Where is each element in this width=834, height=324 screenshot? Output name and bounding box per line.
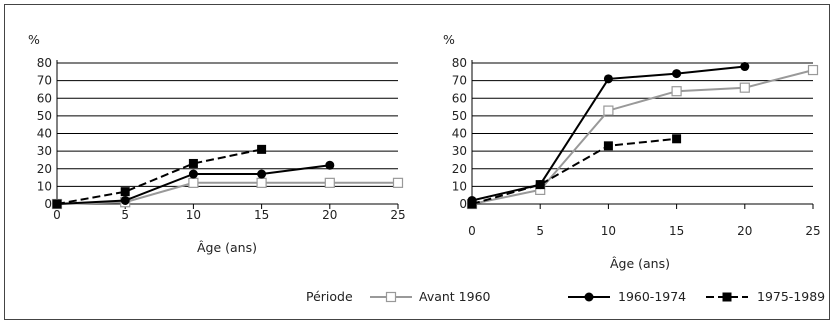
- legend-label-avant-1960: Avant 1960: [419, 289, 491, 304]
- left-chart-xtick-label: 5: [121, 208, 129, 222]
- right-chart-point-avant-1960: [807, 64, 819, 76]
- left-chart-ytick-label: 30: [37, 144, 52, 158]
- legend-label-1960-1974: 1960-1974: [618, 289, 686, 304]
- right-chart-point-avant-1960: [603, 105, 614, 116]
- right-chart-ylabel: %: [443, 32, 455, 47]
- left-chart-ytick-label: 60: [37, 91, 52, 105]
- left-chart-xtick-label: 20: [322, 208, 337, 222]
- right-chart-ytick-label: 80: [452, 56, 467, 70]
- left-chart-ytick-label: 80: [37, 56, 52, 70]
- left-chart-point-avant-1960: [324, 177, 335, 188]
- figure-frame: [4, 4, 830, 320]
- legend-marker-1975-1989: [722, 292, 732, 302]
- right-chart-xtick-label: 20: [737, 224, 752, 238]
- left-chart-point-avant-1960: [188, 177, 199, 188]
- legend-title: Période: [306, 289, 353, 304]
- left-chart-ytick-label: 20: [37, 162, 52, 176]
- right-chart-ytick-label: 0: [459, 197, 467, 211]
- right-chart-ytick-label: 30: [452, 144, 467, 158]
- right-chart-ytick-label: 40: [452, 127, 467, 141]
- right-chart-xtick-label: 25: [805, 224, 820, 238]
- right-chart-ytick-label: 20: [452, 162, 467, 176]
- right-chart-point-1975-1989: [467, 199, 477, 209]
- legend-entry-1960-1974: 1960-1974: [568, 289, 686, 304]
- right-chart-point-1960-1974: [672, 69, 682, 79]
- left-chart-point-1975-1989: [52, 199, 62, 209]
- left-chart-xtick-label: 0: [53, 208, 61, 222]
- left-chart-xlabel: Âge (ans): [197, 240, 257, 255]
- right-chart-xtick-label: 15: [669, 224, 684, 238]
- right-chart-xtick-label: 5: [536, 224, 544, 238]
- left-chart-point-1960-1974: [257, 169, 267, 179]
- left-chart-point-1960-1974: [120, 195, 130, 205]
- left-chart-point-1975-1989: [257, 144, 267, 154]
- right-chart-series-line-avant-1960: [471, 69, 814, 205]
- left-chart-point-1960-1974: [325, 160, 335, 170]
- left-chart-ytick-label: 50: [37, 109, 52, 123]
- left-chart-point-avant-1960: [392, 177, 404, 188]
- legend-label-1975-1989: 1975-1989: [757, 289, 825, 304]
- left-chart-ytick-label: 70: [37, 74, 52, 88]
- right-chart: % Âge (ans) 0 10 20 30 40 50 60 70 80 0 5 10 15 20 25: [443, 32, 821, 271]
- left-chart-xtick-label: 15: [254, 208, 269, 222]
- right-chart-point-avant-1960: [739, 82, 750, 93]
- left-chart-point-1975-1989: [188, 158, 198, 168]
- legend-marker-1960-1974: [584, 292, 594, 302]
- left-chart-xtick-label: 25: [390, 208, 405, 222]
- left-chart-point-1975-1989: [120, 187, 130, 197]
- right-chart-ytick-label: 50: [452, 109, 467, 123]
- left-chart-ytick-label: 40: [37, 127, 52, 141]
- left-chart-ylabel: %: [28, 32, 40, 47]
- left-chart-point-avant-1960: [256, 177, 267, 188]
- right-chart-point-1975-1989: [535, 180, 545, 190]
- right-chart-ytick-label: 60: [452, 91, 467, 105]
- right-chart-point-1960-1974: [740, 62, 750, 72]
- right-chart-ytick-label: 70: [452, 74, 467, 88]
- right-chart-point-1975-1989: [603, 141, 613, 151]
- right-chart-point-1975-1989: [672, 134, 682, 144]
- right-chart-point-1960-1974: [603, 74, 613, 84]
- right-chart-xtick-label: 10: [601, 224, 616, 238]
- legend-entry-1975-1989: 1975-1989: [706, 289, 825, 304]
- right-chart-xtick-label: 0: [468, 224, 476, 238]
- left-chart-ytick-label: 10: [37, 179, 52, 193]
- legend: Période Avant 1960 1960-1974 1975-1989: [306, 289, 825, 304]
- right-chart-series-line-1975-1989: [471, 137, 677, 205]
- legend-marker-avant-1960: [385, 291, 397, 303]
- legend-entry-avant-1960: Avant 1960: [370, 289, 491, 304]
- left-chart-xtick-label: 10: [186, 208, 201, 222]
- left-chart-point-1960-1974: [188, 169, 198, 179]
- left-chart: % Âge (ans) 0 10 20 30 40 50 60 70 80 0 5 10 15 20 25: [28, 32, 406, 255]
- right-chart-ytick-label: 10: [452, 179, 467, 193]
- right-chart-point-avant-1960: [671, 86, 682, 97]
- left-chart-series-line-avant-1960: [56, 181, 398, 205]
- right-chart-xlabel: Âge (ans): [610, 256, 670, 271]
- left-chart-ytick-label: 0: [44, 197, 52, 211]
